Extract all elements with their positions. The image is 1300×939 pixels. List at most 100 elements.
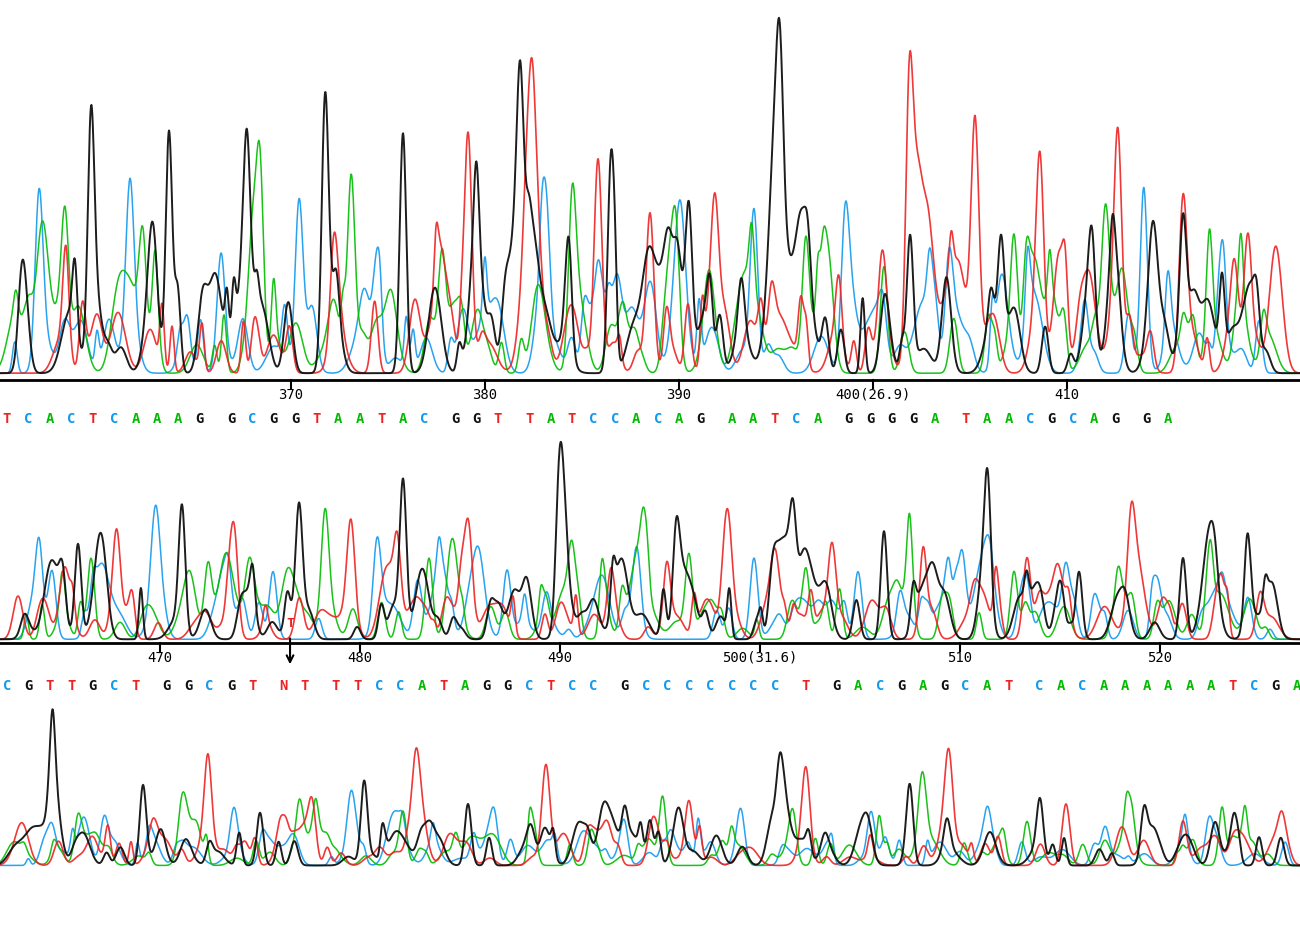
Text: T: T xyxy=(3,412,10,425)
Text: C: C xyxy=(1078,679,1087,693)
Text: G: G xyxy=(88,679,96,693)
Text: A: A xyxy=(131,412,139,425)
Text: C: C xyxy=(589,412,598,425)
Text: 490: 490 xyxy=(547,651,572,665)
Text: C: C xyxy=(396,679,404,693)
Text: G: G xyxy=(1048,412,1056,425)
Text: T: T xyxy=(312,412,321,425)
Text: G: G xyxy=(909,412,918,425)
Text: T: T xyxy=(332,679,341,693)
Text: C: C xyxy=(248,412,256,425)
Text: A: A xyxy=(919,679,927,693)
Text: T: T xyxy=(525,412,533,425)
Text: A: A xyxy=(983,679,991,693)
Text: A: A xyxy=(417,679,426,693)
Text: G: G xyxy=(1271,679,1279,693)
Text: G: G xyxy=(503,679,512,693)
Text: Image ID: BXN6DW: Image ID: BXN6DW xyxy=(975,888,1083,899)
Text: G: G xyxy=(697,412,705,425)
Text: T: T xyxy=(771,412,779,425)
Text: A: A xyxy=(398,412,407,425)
Text: A: A xyxy=(334,412,342,425)
Text: C: C xyxy=(109,412,118,425)
Text: T: T xyxy=(568,412,576,425)
Text: C: C xyxy=(771,679,779,693)
Text: T: T xyxy=(248,679,256,693)
Text: 400(26.9): 400(26.9) xyxy=(836,388,911,402)
Text: C: C xyxy=(68,412,75,425)
Text: G: G xyxy=(1112,412,1119,425)
Text: T: T xyxy=(131,679,139,693)
Text: G: G xyxy=(866,412,875,425)
Text: 500(31.6): 500(31.6) xyxy=(723,651,798,665)
Text: C: C xyxy=(1069,412,1076,425)
Text: C: C xyxy=(792,412,801,425)
Text: T: T xyxy=(802,679,810,693)
Text: G: G xyxy=(226,679,235,693)
Text: C: C xyxy=(685,679,693,693)
Text: T: T xyxy=(439,679,447,693)
Text: A: A xyxy=(931,412,939,425)
Text: G: G xyxy=(183,679,192,693)
Text: A: A xyxy=(1121,679,1130,693)
Text: G: G xyxy=(196,412,204,425)
Text: G: G xyxy=(888,412,896,425)
Text: G: G xyxy=(833,679,841,693)
Text: G: G xyxy=(940,679,948,693)
Text: A: A xyxy=(814,412,822,425)
Text: A: A xyxy=(728,412,736,425)
Text: A: A xyxy=(1164,412,1173,425)
Text: G: G xyxy=(269,412,278,425)
Text: G: G xyxy=(482,679,490,693)
Text: G: G xyxy=(226,412,235,425)
Text: N: N xyxy=(280,679,287,693)
Text: C: C xyxy=(25,412,32,425)
Text: 520: 520 xyxy=(1148,651,1173,665)
Text: T: T xyxy=(962,412,970,425)
Text: 410: 410 xyxy=(1054,388,1080,402)
Text: T: T xyxy=(1005,679,1013,693)
Text: A: A xyxy=(854,679,862,693)
Text: 380: 380 xyxy=(472,388,498,402)
Text: C: C xyxy=(962,679,970,693)
Text: 390: 390 xyxy=(667,388,692,402)
Text: C: C xyxy=(205,679,213,693)
Text: A: A xyxy=(1005,412,1013,425)
Text: A: A xyxy=(675,412,684,425)
Text: C: C xyxy=(1035,679,1044,693)
Text: C: C xyxy=(706,679,715,693)
Text: 510: 510 xyxy=(948,651,972,665)
Text: G: G xyxy=(25,679,32,693)
Text: C: C xyxy=(611,412,619,425)
Text: A: A xyxy=(1206,679,1216,693)
Text: C: C xyxy=(420,412,428,425)
Text: G: G xyxy=(451,412,459,425)
Text: T: T xyxy=(88,412,96,425)
Text: C: C xyxy=(3,679,10,693)
Text: A: A xyxy=(1100,679,1108,693)
Text: A: A xyxy=(1292,679,1300,693)
Text: C: C xyxy=(654,412,662,425)
Text: T: T xyxy=(494,412,502,425)
Text: G: G xyxy=(620,679,629,693)
Text: 470: 470 xyxy=(147,651,173,665)
Text: T: T xyxy=(300,679,309,693)
Text: C: C xyxy=(1249,679,1258,693)
Text: G: G xyxy=(472,412,481,425)
Text: T: T xyxy=(46,679,53,693)
Text: A: A xyxy=(632,412,641,425)
Text: C: C xyxy=(728,679,736,693)
Text: C: C xyxy=(374,679,384,693)
Text: C: C xyxy=(525,679,533,693)
Text: T: T xyxy=(377,412,385,425)
Text: A: A xyxy=(1057,679,1065,693)
Text: A: A xyxy=(546,412,555,425)
Text: T: T xyxy=(354,679,361,693)
Text: A: A xyxy=(749,412,758,425)
Text: www.alamy.com: www.alamy.com xyxy=(975,909,1065,919)
Text: C: C xyxy=(589,679,598,693)
Text: T: T xyxy=(1228,679,1236,693)
Text: A: A xyxy=(983,412,991,425)
Text: C: C xyxy=(1026,412,1034,425)
Text: G: G xyxy=(845,412,853,425)
